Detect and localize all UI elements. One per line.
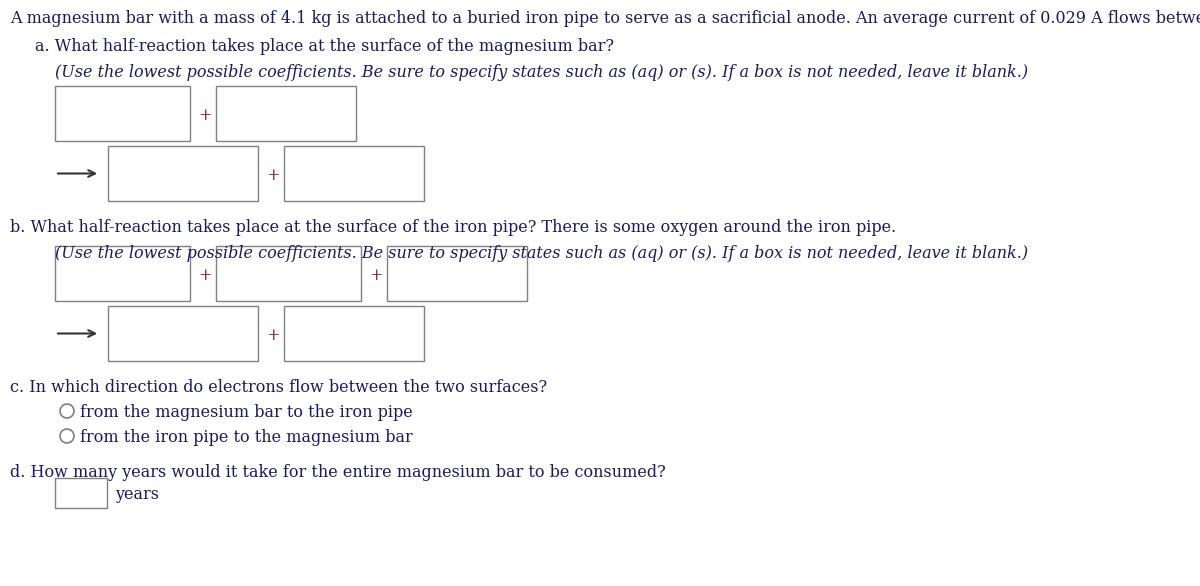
- Bar: [216, 246, 361, 301]
- Text: (Use the lowest possible coefficients. Be sure to specify states such as (aq) or: (Use the lowest possible coefficients. B…: [55, 245, 1028, 262]
- Text: from the magnesium bar to the iron pipe: from the magnesium bar to the iron pipe: [80, 404, 413, 421]
- Text: (Use the lowest possible coefficients. Be sure to specify states such as (aq) or: (Use the lowest possible coefficients. B…: [55, 64, 1028, 81]
- Bar: [386, 246, 527, 301]
- Bar: [216, 86, 356, 141]
- Text: +: +: [266, 326, 280, 343]
- Bar: [55, 86, 190, 141]
- Text: b. What half-reaction takes place at the surface of the iron pipe? There is some: b. What half-reaction takes place at the…: [10, 219, 896, 236]
- Text: A magnesium bar with a mass of 4.1 kg is attached to a buried iron pipe to serve: A magnesium bar with a mass of 4.1 kg is…: [10, 10, 1200, 27]
- Text: a. What half-reaction takes place at the surface of the magnesium bar?: a. What half-reaction takes place at the…: [35, 38, 614, 55]
- Bar: [108, 146, 258, 201]
- Bar: [55, 246, 190, 301]
- Text: +: +: [266, 166, 280, 183]
- Bar: [55, 478, 107, 508]
- Text: years: years: [115, 486, 158, 503]
- Bar: [284, 306, 424, 361]
- Text: +: +: [198, 107, 211, 124]
- Text: +: +: [370, 267, 383, 284]
- Text: d. How many years would it take for the entire magnesium bar to be consumed?: d. How many years would it take for the …: [10, 464, 666, 481]
- Bar: [108, 306, 258, 361]
- Text: +: +: [198, 267, 211, 284]
- Text: from the iron pipe to the magnesium bar: from the iron pipe to the magnesium bar: [80, 429, 413, 446]
- Text: c. In which direction do electrons flow between the two surfaces?: c. In which direction do electrons flow …: [10, 379, 547, 396]
- Bar: [284, 146, 424, 201]
